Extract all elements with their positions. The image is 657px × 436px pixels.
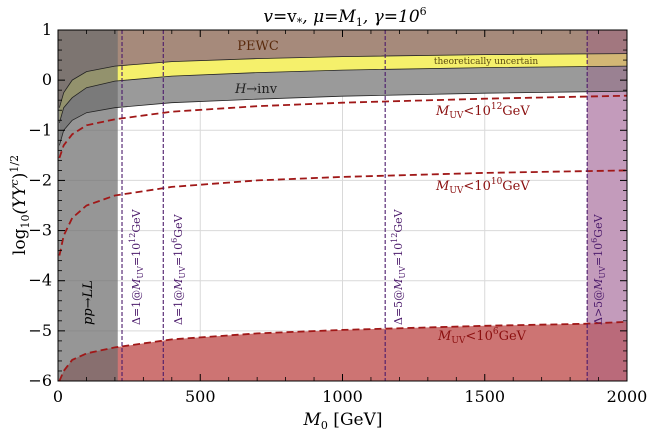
series-labels: MUV<1012GeV MUV<1010GeV MUV<106GeV [435, 102, 530, 346]
x-axis-label: M0 [GeV] [302, 410, 382, 432]
y-tick-label-1: 0 [42, 70, 52, 89]
x-tick-label-1: 500 [185, 387, 216, 406]
mu6-region [58, 321, 627, 381]
vline-label-3: Δ>5@MUV=106GeV [590, 213, 607, 325]
series-line-0 [58, 94, 627, 159]
y-tick-label-7: −6 [28, 371, 52, 390]
x-tick-label-3: 1500 [464, 387, 505, 406]
higgs-boundary [59, 90, 627, 146]
x-tick-label-4: 2000 [607, 387, 648, 406]
pewc-region [58, 30, 627, 108]
uncertain-boundary [59, 65, 627, 123]
series-line-2 [58, 320, 627, 381]
vertical-lines [121, 30, 588, 381]
y-axis-label: log10(YYc)1/2 [8, 155, 32, 255]
right-band-light-region [587, 30, 627, 381]
vline-label-2: Δ=5@MUV=1012GeV [390, 208, 407, 325]
higgs-inv-region [59, 66, 627, 146]
series-label-mu12: MUV<1012GeV [435, 102, 530, 121]
uncertain-region [59, 53, 627, 123]
uncertain-label: theoretically uncertain [434, 57, 539, 67]
y-tick-label-3: −2 [28, 170, 52, 189]
y-tick-label-6: −5 [28, 321, 52, 340]
ticks: 0 500 1000 1500 2000 1 0 −1 −2 −3 −4 −5 −6 [28, 20, 647, 406]
vline-label-0: Δ=1@MUV=1012GeV [128, 208, 145, 325]
pewc-label: PEWC [237, 39, 279, 54]
series-group [58, 94, 627, 381]
series-label-mu10: MUV<1010GeV [435, 177, 530, 196]
y-tick-label-4: −3 [28, 221, 52, 240]
vline-label-1: Δ=1@MUV=106GeV [170, 213, 187, 325]
pp-ll-label: pp→LL [81, 280, 96, 325]
chart-title: v=v*, μ=M1, γ=106 [263, 5, 426, 29]
pewc-boundary [59, 53, 627, 108]
series-label-mu6: MUV<106GeV [437, 327, 527, 346]
y-tick-label-5: −4 [28, 271, 52, 290]
x-tick-label-2: 1000 [322, 387, 363, 406]
higgs-inv-label: H→inv [234, 82, 278, 97]
y-tick-label-2: −1 [28, 120, 52, 139]
x-tick-label-0: 0 [53, 387, 63, 406]
right-band-region [587, 30, 627, 381]
series-line-1 [58, 169, 627, 256]
y-tick-label-0: 1 [42, 20, 52, 39]
